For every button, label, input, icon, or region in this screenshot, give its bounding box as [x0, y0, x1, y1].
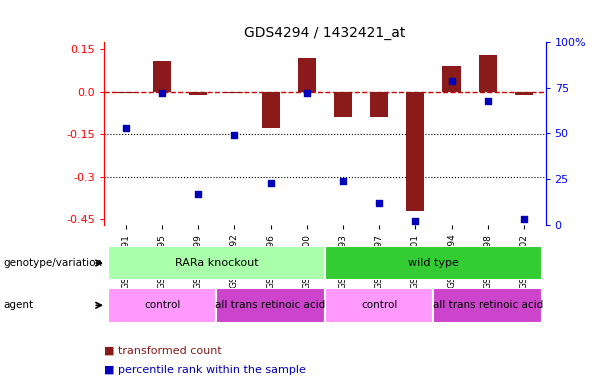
Bar: [189, 92, 207, 94]
Text: ■ percentile rank within the sample: ■ percentile rank within the sample: [104, 365, 306, 375]
Text: control: control: [144, 300, 180, 310]
Point: [265, 180, 275, 186]
Text: all trans retinoic acid: all trans retinoic acid: [433, 300, 543, 310]
Bar: [108, 246, 325, 280]
Point: [375, 200, 384, 206]
Title: GDS4294 / 1432421_at: GDS4294 / 1432421_at: [244, 26, 406, 40]
Bar: [406, 92, 424, 210]
Bar: [226, 92, 243, 93]
Text: agent: agent: [3, 300, 33, 310]
Bar: [117, 92, 135, 93]
Bar: [298, 58, 316, 92]
Bar: [325, 246, 542, 280]
Point: [411, 218, 421, 224]
Bar: [334, 92, 352, 117]
Text: RARa knockout: RARa knockout: [175, 258, 258, 268]
Bar: [153, 61, 171, 92]
Point: [302, 90, 311, 96]
Point: [519, 216, 529, 222]
Bar: [479, 55, 497, 92]
Point: [338, 178, 348, 184]
Bar: [515, 92, 533, 94]
Text: wild type: wild type: [408, 258, 459, 268]
Bar: [216, 288, 325, 323]
Bar: [108, 288, 216, 323]
Bar: [443, 66, 460, 92]
Text: genotype/variation: genotype/variation: [3, 258, 102, 268]
Text: control: control: [361, 300, 397, 310]
Point: [483, 98, 493, 104]
Point: [193, 190, 203, 197]
Point: [157, 90, 167, 96]
Point: [447, 78, 457, 84]
Point: [229, 132, 239, 138]
Bar: [370, 92, 388, 117]
Text: ■ transformed count: ■ transformed count: [104, 346, 222, 356]
Bar: [325, 288, 433, 323]
Point: [121, 125, 131, 131]
Bar: [433, 288, 542, 323]
Text: all trans retinoic acid: all trans retinoic acid: [216, 300, 326, 310]
Bar: [262, 92, 280, 129]
